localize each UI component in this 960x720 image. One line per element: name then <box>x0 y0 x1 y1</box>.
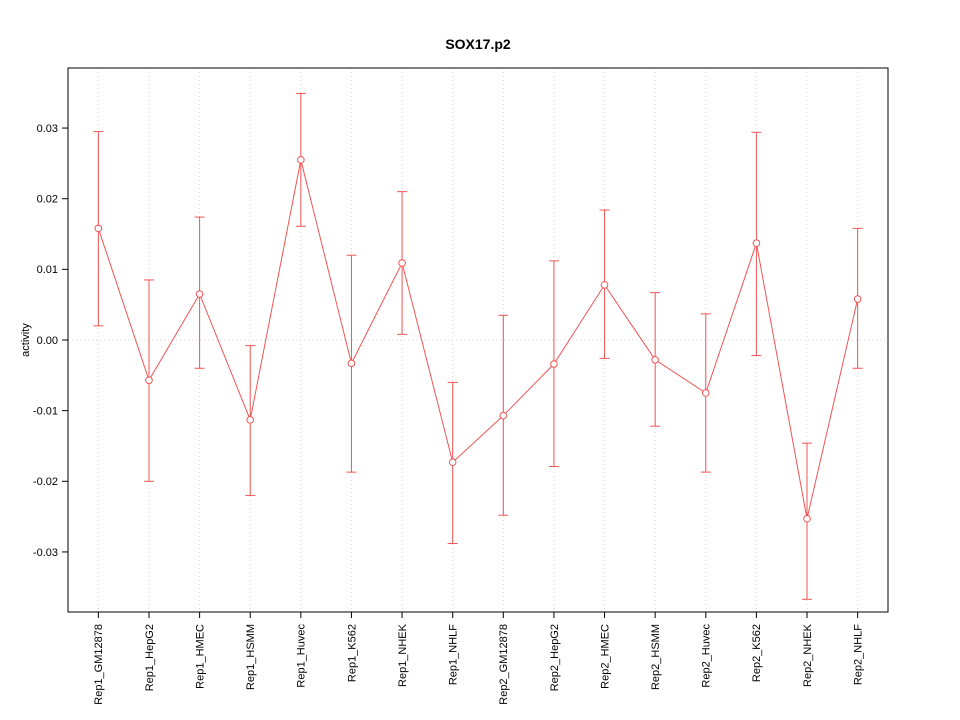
category-label: Rep1_K562 <box>346 624 358 682</box>
data-point <box>803 514 811 523</box>
data-point <box>752 239 761 248</box>
data-point <box>550 360 558 368</box>
category-label: Rep1_HSMM <box>245 624 257 690</box>
category-label: Rep2_HMEC <box>599 624 611 689</box>
data-point <box>448 458 457 467</box>
category-label: Rep2_Huvec <box>701 624 713 688</box>
category-label: Rep1_HMEC <box>194 624 206 689</box>
category-label: Rep2_K562 <box>751 624 763 682</box>
y-tick-label: -0.02 <box>33 476 58 488</box>
data-point <box>297 156 305 164</box>
category-label: Rep1_HepG2 <box>144 624 156 691</box>
category-label: Rep1_NHLF <box>448 624 460 685</box>
data-point <box>246 416 255 424</box>
y-tick-label: -0.01 <box>33 405 58 417</box>
data-point <box>398 259 406 267</box>
chart-title: SOX17.p2 <box>445 36 511 52</box>
y-tick-label: 0.03 <box>37 123 58 135</box>
data-point <box>195 290 204 298</box>
y-tick-label: 0.01 <box>37 264 58 276</box>
category-label: Rep2_NHLF <box>852 624 864 685</box>
data-point <box>600 281 609 289</box>
category-label: Rep1_GM12878 <box>93 624 105 705</box>
data-point <box>651 355 659 364</box>
data-point <box>499 411 508 420</box>
category-label: Rep2_HSMM <box>650 624 662 690</box>
data-point <box>94 224 103 233</box>
data-point <box>347 359 356 368</box>
category-label: Rep1_NHEK <box>397 623 409 687</box>
y-tick-label: -0.03 <box>33 547 58 559</box>
category-label: Rep2_GM12878 <box>498 624 510 705</box>
y-tick-label: 0.00 <box>37 335 58 347</box>
series-line <box>97 159 859 519</box>
data-point <box>853 295 862 303</box>
data-point <box>701 389 710 397</box>
category-label: Rep2_NHEK <box>802 623 814 687</box>
category-label: Rep2_HepG2 <box>549 624 561 691</box>
data-point <box>145 376 153 385</box>
y-tick-label: 0.02 <box>37 194 58 206</box>
category-label: Rep1_Huvec <box>296 624 308 688</box>
